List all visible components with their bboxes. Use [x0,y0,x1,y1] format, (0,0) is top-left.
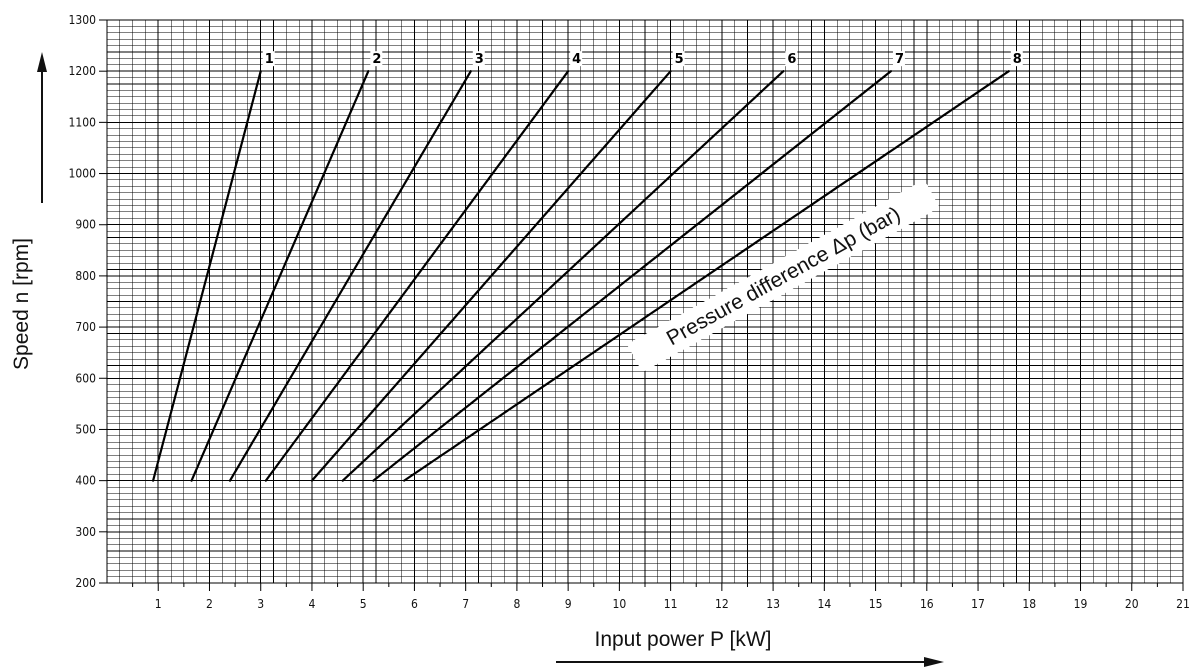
x-tick-label: 21 [1176,597,1190,611]
x-tick-label: 19 [1074,597,1088,611]
x-tick-label: 11 [664,597,678,611]
series-labels: 1 2 3 4 5 6 7 8 [262,51,1023,67]
series-label-bg [570,51,583,67]
y-tick-label: 800 [75,269,96,283]
y-tick-label: 500 [75,422,96,436]
series-line [190,70,370,482]
series-line [310,70,672,482]
series-label-bg [892,51,905,67]
y-axis-title-group: Speed n [rpm] [10,52,47,370]
series-label: 8 [1013,52,1022,67]
x-tick-label: 15 [869,597,883,611]
chart-grid-minor [107,20,1183,583]
x-tick-label: 1 [155,597,162,611]
series-label: 2 [372,52,381,67]
x-tick-label: 4 [309,597,316,611]
series-line [341,70,785,482]
x-tick-label: 18 [1022,597,1036,611]
x-tick-label: 12 [715,597,729,611]
y-axis-arrow-icon [37,52,47,72]
series-line [152,70,262,482]
y-tick-label: 1100 [69,115,97,129]
x-tick-label: 3 [257,597,264,611]
series-label: 3 [475,52,484,67]
y-axis-ticks: 200 300 400 500 600 700 800 900 1000 1100 1200 1300 [69,13,107,590]
y-tick-label: 200 [75,576,96,590]
x-tick-label: 6 [411,597,418,611]
series-label: 5 [675,52,684,67]
series-label-bg [472,51,485,67]
x-tick-label: 16 [920,597,934,611]
x-tick-label: 7 [462,597,469,611]
series-line [372,70,893,482]
y-tick-label: 600 [75,371,96,385]
series-line [264,70,570,482]
x-tick-label: 13 [766,597,780,611]
x-tick-label: 14 [817,597,831,611]
y-tick-label: 1300 [69,13,97,27]
series-label-bg [370,51,383,67]
x-tick-label: 8 [513,597,520,611]
series-label: 4 [572,52,581,67]
x-tick-label: 9 [565,597,572,611]
series-label-bg [1010,51,1023,67]
y-tick-label: 700 [75,320,96,334]
x-axis-title-group: Input power P [kW] [556,628,944,667]
series-label: 1 [265,52,274,67]
series-label-bg [672,51,685,67]
series-lines [152,70,1010,482]
x-axis-arrow-icon [924,657,944,667]
x-tick-label: 5 [360,597,367,611]
x-tick-label: 10 [613,597,627,611]
x-tick-label: 2 [206,597,213,611]
y-tick-label: 1000 [69,167,97,181]
y-axis-title: Speed n [rpm] [10,238,33,370]
y-tick-label: 300 [75,525,96,539]
series-label: 7 [895,52,904,67]
y-tick-label: 400 [75,474,96,488]
y-tick-label: 1200 [69,64,97,78]
series-label: 6 [787,52,796,67]
x-axis-ticks: 1 2 3 4 5 6 7 8 9 10 11 12 13 14 15 16 17 18 19 20 21 [132,583,1190,611]
annotation-background [627,180,939,372]
x-tick-label: 20 [1125,597,1139,611]
x-axis-title: Input power P [kW] [594,628,771,651]
series-label-bg [785,51,798,67]
series-line [228,70,472,482]
series-label-bg [262,51,275,67]
x-tick-label: 17 [971,597,985,611]
y-tick-label: 900 [75,218,96,232]
series-line [403,70,1010,482]
